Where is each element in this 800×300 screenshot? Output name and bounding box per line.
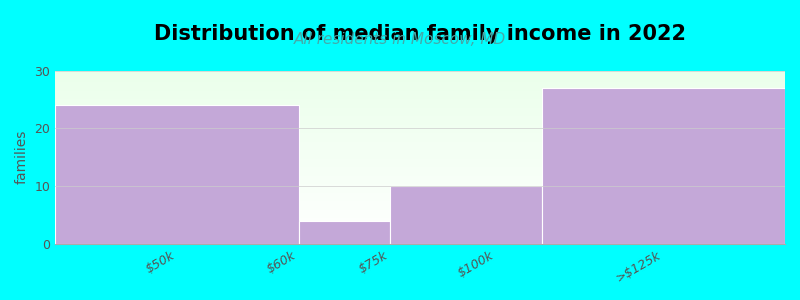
Bar — [55, 105, 298, 244]
Text: All residents in Moscow, MD: All residents in Moscow, MD — [294, 32, 506, 46]
Bar — [390, 186, 542, 244]
Bar — [298, 221, 390, 244]
Title: Distribution of median family income in 2022: Distribution of median family income in … — [154, 24, 686, 44]
Bar — [542, 88, 785, 244]
Y-axis label: families: families — [15, 130, 29, 184]
